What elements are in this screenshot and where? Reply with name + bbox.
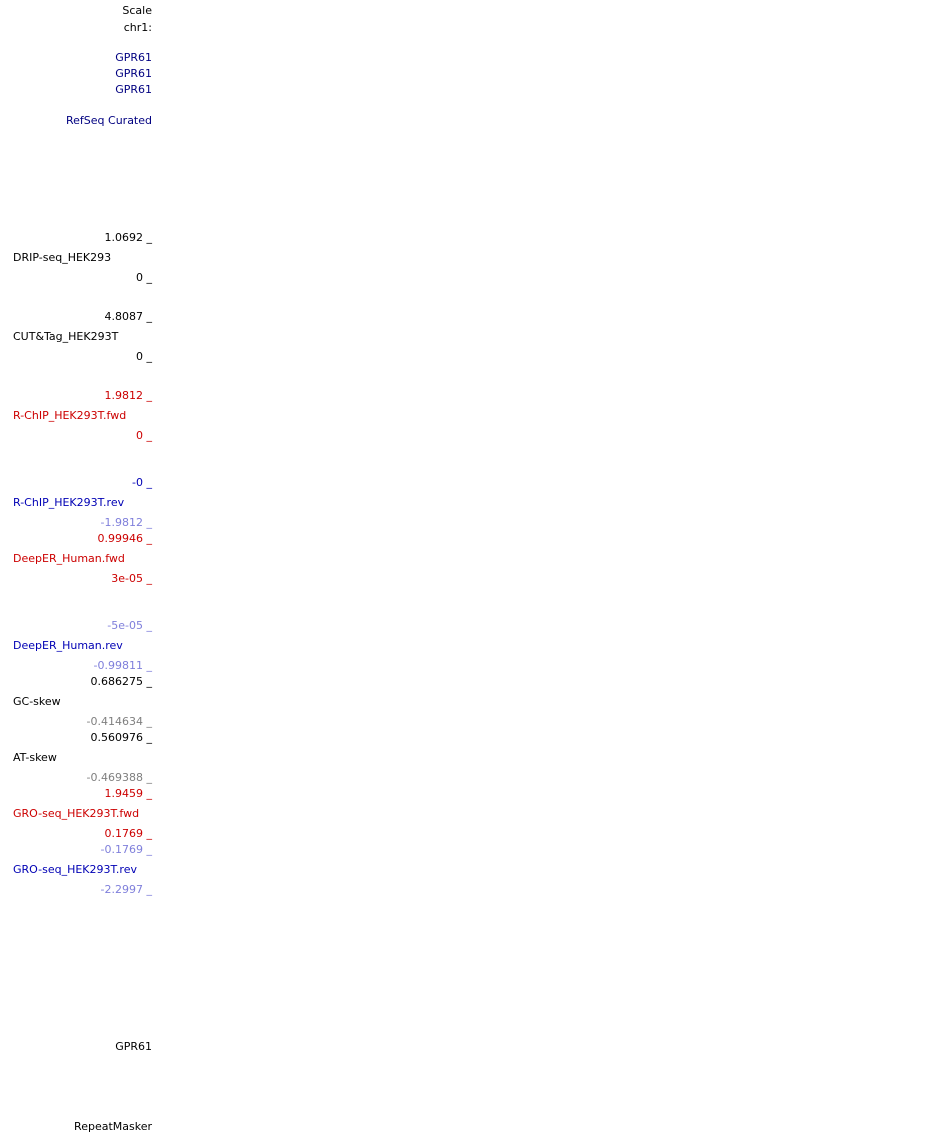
deeper-fwd-max-value: 0.99946 _ bbox=[97, 532, 152, 545]
scale-label: Scale bbox=[122, 4, 152, 17]
drip-track-label[interactable]: DRIP-seq_HEK293 bbox=[13, 251, 112, 264]
gc-skew-max-value: 0.686275 _ bbox=[90, 675, 152, 688]
rchip-fwd-min-value: 0 _ bbox=[136, 429, 152, 442]
at-skew-track-label[interactable]: AT-skew bbox=[13, 751, 57, 764]
deeper-fwd-min-value: 3e-05 _ bbox=[111, 572, 152, 585]
gro-rev-track-label[interactable]: GRO-seq_HEK293T.rev bbox=[13, 863, 137, 876]
gene-label-1[interactable]: GPR61 bbox=[115, 51, 152, 64]
rchip-rev-max-value: -0 _ bbox=[132, 476, 152, 489]
deeper-rev-max-value: -5e-05 _ bbox=[107, 619, 152, 632]
drip-min-value: 0 _ bbox=[136, 271, 152, 284]
bottom-gene-label[interactable]: GPR61 bbox=[115, 1040, 152, 1053]
rchip-fwd-max-value: 1.9812 _ bbox=[104, 389, 153, 402]
gc-skew-track-label[interactable]: GC-skew bbox=[13, 695, 61, 708]
rchip-fwd-track-label[interactable]: R-ChIP_HEK293T.fwd bbox=[13, 409, 127, 422]
gene-label-2[interactable]: GPR61 bbox=[115, 67, 152, 80]
refseq-curated-label[interactable]: RefSeq Curated bbox=[66, 114, 152, 127]
gro-rev-max-value: -0.1769 _ bbox=[100, 843, 152, 856]
drip-max-value: 1.0692 _ bbox=[104, 231, 153, 244]
repeatmasker-label[interactable]: RepeatMasker bbox=[74, 1120, 152, 1133]
gene-label-3[interactable]: GPR61 bbox=[115, 83, 152, 96]
gc-skew-min-value: -0.414634 _ bbox=[86, 715, 152, 728]
rchip-rev-min-value: -1.9812 _ bbox=[100, 516, 152, 529]
gro-fwd-max-value: 1.9459 _ bbox=[104, 787, 153, 800]
gro-fwd-track-label[interactable]: GRO-seq_HEK293T.fwd bbox=[13, 807, 140, 820]
deeper-rev-min-value: -0.99811 _ bbox=[93, 659, 152, 672]
gro-fwd-min-value: 0.1769 _ bbox=[104, 827, 153, 840]
gro-rev-min-value: -2.2997 _ bbox=[100, 883, 152, 896]
deeper-fwd-track-label[interactable]: DeepER_Human.fwd bbox=[13, 552, 125, 565]
deeper-rev-track-label[interactable]: DeepER_Human.rev bbox=[13, 639, 123, 652]
chrom-label: chr1: bbox=[123, 21, 152, 34]
cuttag-track-label[interactable]: CUT&Tag_HEK293T bbox=[13, 330, 119, 343]
rchip-rev-track-label[interactable]: R-ChIP_HEK293T.rev bbox=[13, 496, 125, 509]
at-skew-max-value: 0.560976 _ bbox=[90, 731, 152, 744]
cuttag-min-value: 0 _ bbox=[136, 350, 152, 363]
at-skew-min-value: -0.469388 _ bbox=[86, 771, 152, 784]
cuttag-max-value: 4.8087 _ bbox=[104, 310, 153, 323]
